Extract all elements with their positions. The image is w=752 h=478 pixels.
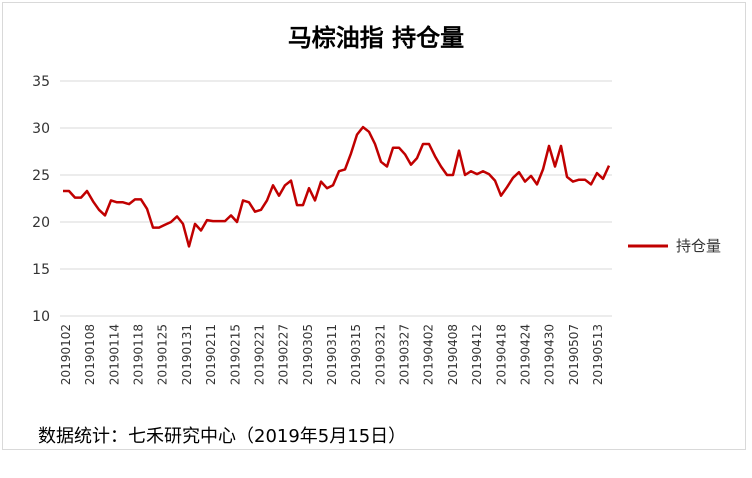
x-tick-label: 20190507	[567, 324, 581, 385]
x-tick-label: 20190305	[301, 324, 315, 385]
x-tick-label: 20190402	[422, 324, 436, 385]
x-tick-label: 20190321	[373, 324, 387, 385]
y-tick-label: 15	[32, 262, 50, 278]
x-tick-label: 20190221	[252, 324, 266, 385]
x-axis-ticks: 20190102 20190108 20190114 20190118 20190125…	[59, 324, 605, 385]
x-tick-label: 20190430	[543, 324, 557, 385]
y-tick-label: 35	[32, 74, 50, 90]
x-tick-label: 20190131	[180, 324, 194, 385]
y-tick-label: 20	[32, 215, 50, 231]
chart-title: 马棕油指 持仓量	[287, 24, 465, 52]
x-tick-label: 20190315	[349, 324, 363, 385]
x-tick-label: 20190227	[277, 324, 291, 385]
y-tick-label: 30	[32, 121, 50, 137]
y-tick-label: 10	[32, 309, 50, 325]
x-tick-label: 20190215	[228, 324, 242, 385]
x-tick-label: 20190125	[156, 324, 170, 385]
x-tick-label: 20190513	[591, 324, 605, 385]
x-tick-label: 20190327	[398, 324, 412, 385]
y-tick-label: 25	[32, 168, 50, 184]
series-layer	[63, 125, 611, 248]
legend: 持仓量	[628, 237, 721, 255]
x-tick-label: 20190408	[446, 324, 460, 385]
series-line-open-interest	[63, 125, 611, 248]
x-tick-label: 20190114	[107, 324, 121, 385]
x-tick-label: 20190412	[470, 324, 484, 385]
source-note: 数据统计：七禾研究中心（2019年5月15日）	[38, 426, 407, 447]
gridlines	[60, 80, 612, 317]
y-axis-ticks: 10 15 20 25 30 35	[32, 74, 50, 325]
x-tick-label: 20190311	[325, 324, 339, 385]
x-tick-label: 20190424	[518, 324, 532, 385]
x-tick-label: 20190118	[132, 324, 146, 385]
x-tick-label: 20190108	[83, 324, 97, 385]
x-tick-label: 20190418	[494, 324, 508, 385]
chart-frame	[2, 2, 746, 450]
x-tick-label: 20190102	[59, 324, 73, 385]
legend-label: 持仓量	[676, 237, 721, 255]
x-tick-label: 20190211	[204, 324, 218, 385]
